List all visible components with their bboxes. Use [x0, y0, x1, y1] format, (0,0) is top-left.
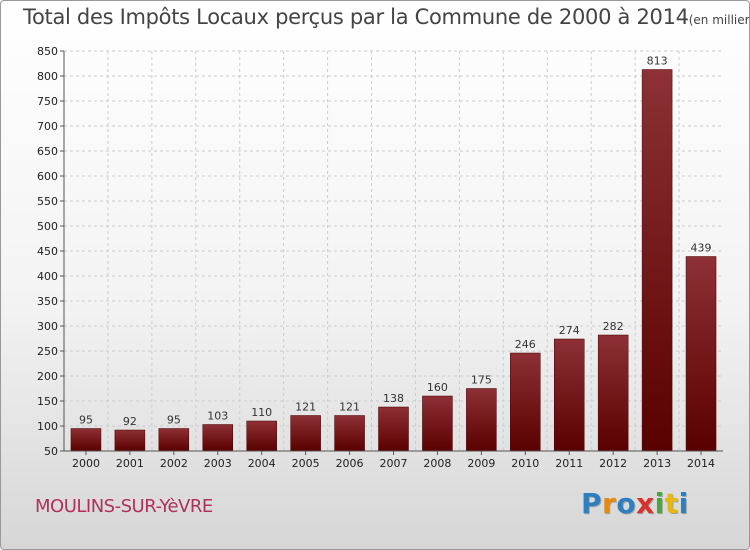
value-label: 160	[427, 381, 448, 394]
y-tick-label: 700	[37, 120, 58, 133]
x-tick-label: 2005	[292, 457, 320, 470]
bar-2006	[334, 415, 365, 452]
logo-letter: r	[602, 487, 617, 520]
value-label: 274	[559, 324, 580, 337]
y-tick-label: 450	[37, 245, 58, 258]
value-label: 92	[123, 415, 137, 428]
bar-2007	[378, 406, 409, 452]
value-label: 439	[691, 242, 712, 255]
y-tick-label: 800	[37, 70, 58, 83]
value-label: 121	[339, 401, 360, 414]
x-tick-label: 2014	[687, 457, 715, 470]
logo-letter: i	[678, 487, 689, 520]
grid-lines	[64, 50, 723, 451]
chart-title: Total des Impôts Locaux perçus par la Co…	[23, 5, 750, 29]
bar-2009	[466, 388, 497, 452]
y-tick-label: 300	[37, 320, 58, 333]
x-tick-label: 2006	[336, 457, 364, 470]
value-label: 110	[251, 406, 272, 419]
chart-unit: (en milliers d'€)	[688, 13, 750, 27]
y-tick-label: 850	[37, 45, 58, 58]
logo-letter: x	[636, 487, 655, 520]
x-tick-label: 2007	[380, 457, 408, 470]
bar-2001	[114, 429, 146, 452]
x-tick-label: 2012	[599, 457, 627, 470]
x-tick-label: 2000	[72, 457, 100, 470]
bar-2014	[685, 256, 717, 452]
y-tick-label: 100	[37, 420, 58, 433]
x-tick-label: 2002	[160, 457, 188, 470]
y-tick-label: 650	[37, 145, 58, 158]
value-label: 246	[515, 338, 536, 351]
bar-2005	[290, 415, 321, 452]
bar-2003	[202, 424, 234, 452]
proxiti-logo: Proxiti	[581, 487, 689, 520]
value-label: 282	[603, 320, 624, 333]
y-tick-label: 200	[37, 370, 58, 383]
axes: 50 100 150 200 250 300 350 400 450 500 550 600 650 70…	[37, 45, 723, 470]
logo-letter: i	[654, 487, 665, 520]
bar-2002	[158, 428, 190, 452]
x-tick-label: 2008	[423, 457, 451, 470]
value-label: 138	[383, 392, 404, 405]
value-label: 121	[295, 401, 316, 414]
value-label: 103	[207, 410, 228, 423]
x-tick-label: 2010	[511, 457, 539, 470]
bar-2000	[70, 428, 102, 452]
bars	[70, 69, 717, 452]
value-labels: 95 92 95 103 110 121 121 138 160 175 246 274 282 813 4…	[79, 55, 712, 429]
y-tick-label: 500	[37, 220, 58, 233]
bar-2011	[553, 338, 585, 452]
value-label: 95	[167, 414, 181, 427]
logo-letter: P	[581, 487, 603, 520]
logo-letter: t	[664, 487, 679, 520]
x-tick-label: 2011	[555, 457, 583, 470]
bar-2012	[597, 334, 629, 452]
y-tick-label: 750	[37, 95, 58, 108]
bar-2010	[510, 352, 541, 452]
value-label: 95	[79, 414, 93, 427]
value-label: 813	[647, 55, 668, 68]
x-tick-label: 2001	[116, 457, 144, 470]
commune-name: MOULINS-SUR-YèVRE	[35, 496, 213, 517]
logo-letter: o	[616, 487, 637, 520]
x-tick-label: 2009	[467, 457, 495, 470]
bar-2004	[246, 420, 277, 452]
y-tick-label: 550	[37, 195, 58, 208]
bar-2013	[641, 69, 673, 452]
x-tick-label: 2003	[204, 457, 232, 470]
y-tick-label: 50	[44, 445, 58, 458]
y-tick-label: 400	[37, 270, 58, 283]
y-tick-label: 600	[37, 170, 58, 183]
value-label: 175	[471, 374, 492, 387]
y-tick-label: 350	[37, 295, 58, 308]
x-tick-label: 2013	[643, 457, 671, 470]
bar-2008	[422, 395, 453, 452]
y-tick-label: 150	[37, 395, 58, 408]
chart-title-text: Total des Impôts Locaux perçus par la Co…	[23, 5, 689, 29]
y-tick-label: 250	[37, 345, 58, 358]
x-tick-label: 2004	[248, 457, 276, 470]
